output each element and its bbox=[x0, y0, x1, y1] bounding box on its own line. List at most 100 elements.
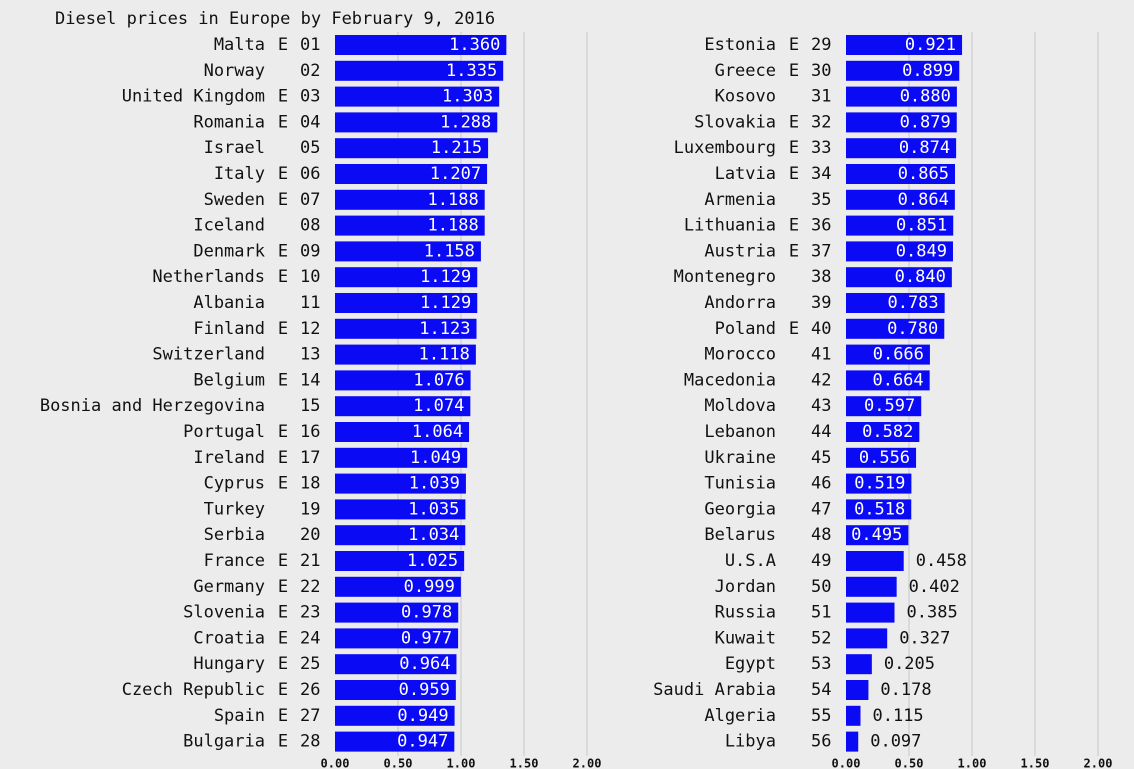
category-label: Switzerland bbox=[152, 345, 265, 365]
value-label: 0.582 bbox=[862, 422, 913, 442]
bar bbox=[335, 60, 504, 81]
rank-label: 40 bbox=[811, 319, 831, 339]
value-label: 0.597 bbox=[864, 396, 915, 416]
bar bbox=[335, 138, 489, 159]
rank-label: 22 bbox=[300, 577, 320, 597]
value-label: 0.178 bbox=[880, 680, 931, 700]
value-label: 1.215 bbox=[431, 138, 482, 158]
category-label: Tunisia bbox=[704, 474, 776, 494]
bar bbox=[846, 525, 909, 546]
rank-label: 33 bbox=[811, 138, 831, 158]
eu-marker: E bbox=[278, 35, 288, 55]
value-label: 1.064 bbox=[412, 422, 463, 442]
category-label: Spain bbox=[214, 706, 265, 726]
rank-label: 42 bbox=[811, 370, 831, 390]
value-label: 0.519 bbox=[854, 474, 905, 494]
rank-label: 46 bbox=[811, 474, 831, 494]
value-label: 0.780 bbox=[887, 319, 938, 339]
bar bbox=[846, 654, 872, 675]
x-tick-label: 0.50 bbox=[384, 757, 413, 769]
rank-label: 21 bbox=[300, 551, 320, 571]
rank-label: 43 bbox=[811, 396, 831, 416]
bar bbox=[335, 241, 481, 262]
bar bbox=[846, 318, 945, 339]
eu-marker: E bbox=[789, 35, 799, 55]
rank-label: 32 bbox=[811, 112, 831, 132]
value-label: 1.303 bbox=[442, 87, 493, 107]
category-label: Morocco bbox=[704, 345, 776, 365]
category-label: Bulgaria bbox=[183, 732, 265, 752]
rank-label: 27 bbox=[300, 706, 320, 726]
rank-label: 01 bbox=[300, 35, 320, 55]
value-label: 0.385 bbox=[907, 603, 958, 623]
value-label: 0.458 bbox=[916, 551, 967, 571]
rank-label: 51 bbox=[811, 603, 831, 623]
bar bbox=[846, 731, 859, 752]
value-label: 0.097 bbox=[870, 732, 921, 752]
value-label: 1.360 bbox=[449, 35, 500, 55]
eu-marker: E bbox=[789, 138, 799, 158]
category-label: Ukraine bbox=[704, 448, 776, 468]
category-label: Greece bbox=[715, 61, 776, 81]
category-label: United Kingdom bbox=[122, 87, 265, 107]
rank-label: 16 bbox=[300, 422, 320, 442]
value-label: 1.123 bbox=[419, 319, 470, 339]
rank-label: 20 bbox=[300, 525, 320, 545]
rank-label: 52 bbox=[811, 628, 831, 648]
bar bbox=[846, 189, 955, 210]
value-label: 1.335 bbox=[446, 61, 497, 81]
x-tick-label: 1.50 bbox=[1021, 757, 1050, 769]
rank-label: 41 bbox=[811, 345, 831, 365]
bar bbox=[335, 447, 468, 468]
rank-label: 02 bbox=[300, 61, 320, 81]
bar bbox=[846, 60, 960, 81]
rank-label: 35 bbox=[811, 190, 831, 210]
category-label: Netherlands bbox=[152, 267, 265, 287]
category-label: Belarus bbox=[704, 525, 776, 545]
rank-label: 37 bbox=[811, 241, 831, 261]
category-label: Hungary bbox=[193, 654, 265, 674]
bar bbox=[846, 576, 897, 597]
eu-marker: E bbox=[789, 164, 799, 184]
value-label: 1.076 bbox=[413, 370, 464, 390]
category-label: Kosovo bbox=[715, 87, 776, 107]
rank-label: 56 bbox=[811, 732, 831, 752]
bar bbox=[335, 344, 476, 365]
bar bbox=[846, 473, 912, 494]
category-label: Iceland bbox=[193, 216, 265, 236]
bar bbox=[846, 396, 922, 417]
value-label: 0.205 bbox=[884, 654, 935, 674]
category-label: Latvia bbox=[715, 164, 776, 184]
eu-marker: E bbox=[278, 551, 288, 571]
x-tick-label: 0.50 bbox=[895, 757, 924, 769]
value-label: 0.849 bbox=[896, 241, 947, 261]
value-label: 0.840 bbox=[895, 267, 946, 287]
x-tick-label: 0.00 bbox=[832, 757, 861, 769]
category-label: Georgia bbox=[704, 499, 776, 519]
value-label: 1.034 bbox=[408, 525, 459, 545]
value-label: 1.035 bbox=[408, 499, 459, 519]
eu-marker: E bbox=[278, 474, 288, 494]
category-label: Slovakia bbox=[694, 112, 776, 132]
bar bbox=[846, 164, 955, 184]
eu-marker: E bbox=[789, 319, 799, 339]
value-label: 1.288 bbox=[440, 112, 491, 132]
eu-marker: E bbox=[278, 87, 288, 107]
eu-marker: E bbox=[278, 190, 288, 210]
eu-marker: E bbox=[278, 267, 288, 287]
category-label: Kuwait bbox=[715, 628, 776, 648]
category-label: Saudi Arabia bbox=[653, 680, 776, 700]
category-label: Albania bbox=[193, 293, 265, 313]
x-tick-label: 1.00 bbox=[447, 757, 476, 769]
bar bbox=[846, 602, 895, 623]
bar bbox=[335, 86, 500, 107]
rank-label: 29 bbox=[811, 35, 831, 55]
rank-label: 18 bbox=[300, 474, 320, 494]
bar bbox=[335, 602, 459, 623]
value-label: 0.949 bbox=[397, 706, 448, 726]
bar bbox=[335, 473, 466, 494]
bar bbox=[335, 499, 466, 520]
bar bbox=[335, 35, 507, 55]
bar bbox=[846, 267, 952, 288]
